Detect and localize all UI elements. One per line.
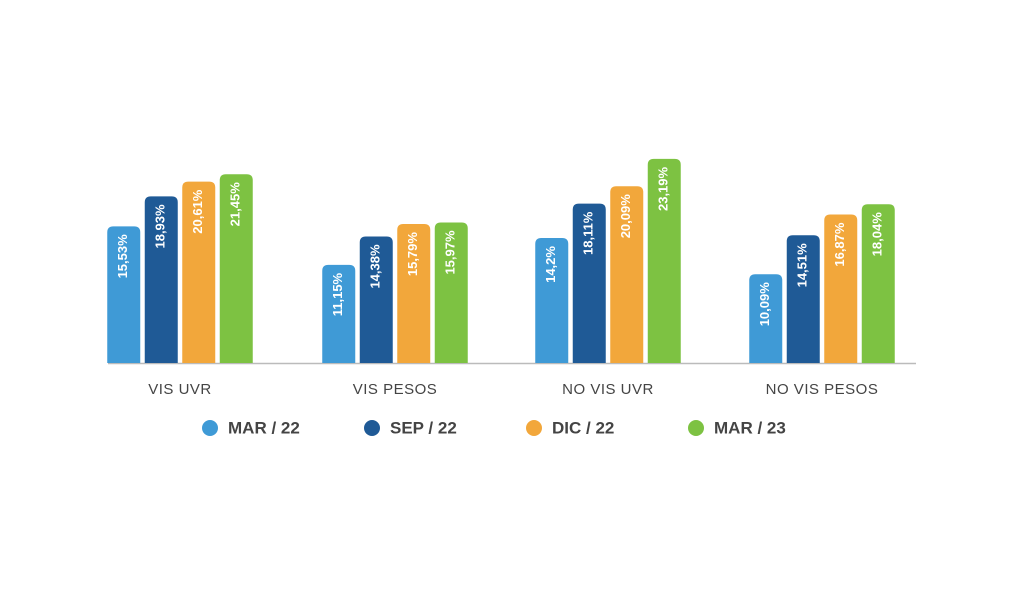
value-label: 23,19% [656, 166, 671, 211]
value-label: 20,09% [618, 194, 633, 239]
bar [397, 224, 431, 363]
value-label: 15,79% [405, 232, 420, 277]
bar [182, 181, 216, 363]
bar [107, 226, 141, 363]
bar [861, 204, 895, 363]
legend-marker [526, 420, 542, 436]
bar [610, 186, 644, 363]
value-label: 16,87% [832, 222, 847, 267]
legend-label: DIC / 22 [552, 418, 614, 437]
bar [572, 203, 606, 363]
value-label: 14,38% [368, 244, 383, 289]
legend-label: MAR / 23 [714, 418, 786, 437]
category-label: VIS UVR [148, 381, 212, 398]
bar [322, 264, 356, 363]
bar [219, 174, 253, 363]
legend-label: SEP / 22 [390, 418, 457, 437]
legend-marker [688, 420, 704, 436]
bar [824, 214, 858, 363]
value-label: 18,04% [870, 212, 885, 257]
bar [535, 238, 569, 363]
bar [749, 274, 783, 363]
value-label: 18,93% [153, 204, 168, 249]
legend-label: MAR / 22 [228, 418, 300, 437]
value-label: 10,09% [757, 282, 772, 327]
value-label: 14,2% [543, 246, 558, 283]
bar [144, 196, 178, 363]
value-label: 20,61% [190, 189, 205, 234]
legend-marker [364, 420, 380, 436]
bar [434, 222, 468, 363]
value-label: 18,11% [581, 211, 596, 255]
legend-marker [202, 420, 218, 436]
bar [786, 235, 820, 363]
value-label: 14,51% [795, 243, 810, 288]
bar [359, 236, 393, 363]
value-label: 11,15% [330, 272, 345, 316]
value-label: 15,53% [115, 234, 130, 279]
value-label: 21,45% [228, 182, 243, 227]
value-label: 15,97% [443, 230, 458, 275]
category-label: NO VIS PESOS [766, 381, 879, 398]
category-label: VIS PESOS [353, 381, 438, 398]
category-label: NO VIS UVR [562, 381, 654, 398]
bar [647, 158, 681, 363]
